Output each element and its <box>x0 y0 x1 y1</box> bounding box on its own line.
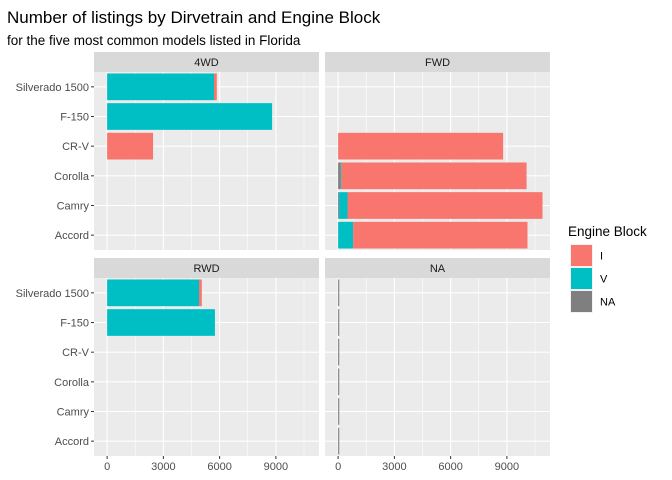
facet-strip-label-na: NA <box>430 263 446 275</box>
bar-na-silverado-1500-na <box>338 279 340 307</box>
panel-background-na <box>325 278 550 456</box>
bar-rwd-silverado-1500-i <box>199 279 202 307</box>
x-tick-label: 0 <box>335 461 341 473</box>
facet-na: NA 0 3000 6000 9000 <box>325 258 550 473</box>
facet-strip-label-rwd: RWD <box>193 263 219 275</box>
panel-background-4wd <box>94 72 319 250</box>
y-tick-label: Silverado 1500 <box>16 288 89 300</box>
x-tick-label: 3000 <box>151 461 175 473</box>
bar-na-cr-v-na <box>338 338 340 366</box>
facet-rwd: RWD Silverado 1500 F-150 CR-V Corolla Camry Ac… <box>16 258 319 473</box>
legend-swatch-i <box>571 245 592 266</box>
y-tick-label: F-150 <box>60 112 89 124</box>
bar-rwd-f-150-v <box>107 309 215 336</box>
y-tick-label: CR-V <box>62 347 90 359</box>
bar-na-f-150-na <box>338 309 340 336</box>
facet-4wd: 4WD Silverado 1500 F-150 CR-V Corolla Camry Ac… <box>16 52 319 250</box>
y-tick-label: Camry <box>57 407 90 419</box>
bar-4wd-silverado-1500-i <box>214 73 217 101</box>
legend-label-v: V <box>600 274 608 286</box>
x-tick-label: 3000 <box>382 461 406 473</box>
bar-fwd-accord-i <box>353 221 528 249</box>
legend-item-i: I <box>570 244 603 267</box>
facet-strip-label-4wd: 4WD <box>194 57 219 69</box>
legend-title: Engine Block <box>568 224 647 239</box>
bar-fwd-corolla-na <box>338 162 340 190</box>
x-tick-label: 9000 <box>495 461 519 473</box>
y-tick-label: Accord <box>55 230 89 242</box>
legend-item-v: V <box>570 267 608 290</box>
panel-background-fwd <box>325 72 550 250</box>
bar-4wd-f-150-v <box>107 103 273 130</box>
y-tick-label: Camry <box>57 201 90 213</box>
x-tick-label: 6000 <box>207 461 231 473</box>
bar-fwd-corolla-i <box>340 162 527 190</box>
legend-label-na: NA <box>600 297 616 309</box>
bar-na-corolla-na <box>338 368 340 396</box>
x-tick-label: 6000 <box>438 461 462 473</box>
y-tick-label: Accord <box>55 436 89 448</box>
bar-fwd-cr-v-i <box>338 132 504 160</box>
legend-items: IV NA <box>570 244 616 313</box>
facet-fwd: FWD <box>325 52 550 250</box>
chart-subtitle: for the five most common models listed i… <box>7 33 301 48</box>
facet-strip-rwd <box>94 258 319 278</box>
panel-background-rwd <box>94 278 319 456</box>
y-tick-label: F-150 <box>60 318 89 330</box>
chart-title: Number of listings by Dirvetrain and Eng… <box>7 8 381 27</box>
bar-rwd-silverado-1500-v <box>107 279 199 307</box>
bar-fwd-camry-na <box>338 192 340 219</box>
facet-panels: 4WD Silverado 1500 F-150 CR-V Corolla Camry Ac… <box>16 52 550 473</box>
legend: Engine Block IV NA <box>568 224 647 313</box>
facet-strip-label-fwd: FWD <box>425 57 450 69</box>
bar-4wd-cr-v-i <box>107 132 154 160</box>
facet-strip-na <box>325 258 550 278</box>
x-tick-label: 0 <box>104 461 110 473</box>
bar-na-camry-na <box>338 398 340 425</box>
y-tick-label: CR-V <box>62 141 90 153</box>
legend-label-i: I <box>600 251 603 263</box>
y-tick-label: Corolla <box>54 171 90 183</box>
y-tick-label: Silverado 1500 <box>16 82 89 94</box>
x-tick-label: 9000 <box>264 461 288 473</box>
legend-swatch-v <box>571 268 592 289</box>
bar-na-accord-na <box>338 427 340 455</box>
legend-swatch-na <box>571 291 592 312</box>
y-tick-label: Corolla <box>54 377 90 389</box>
legend-item-na: NA <box>570 290 616 313</box>
bar-fwd-camry-v <box>339 192 348 219</box>
facet-strip-4wd <box>94 52 319 72</box>
bar-fwd-accord-v <box>338 221 354 249</box>
bar-4wd-silverado-1500-v <box>107 73 214 101</box>
bar-fwd-corolla-v <box>340 162 341 190</box>
bar-fwd-camry-i <box>347 192 543 219</box>
facet-strip-fwd <box>325 52 550 72</box>
